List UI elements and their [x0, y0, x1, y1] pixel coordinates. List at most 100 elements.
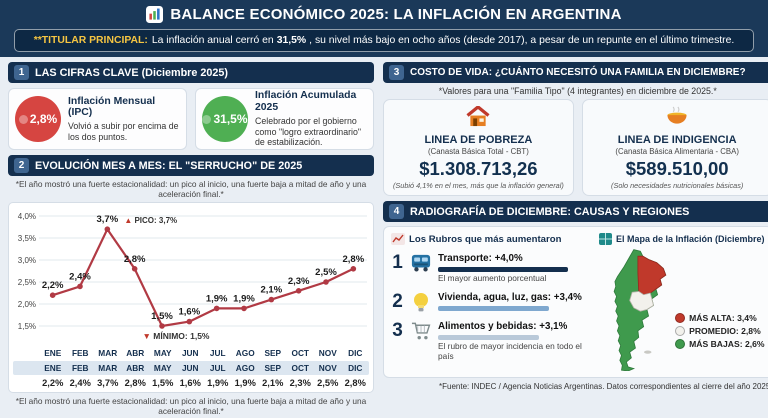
rubro-label: Vivienda, agua, luz, gas: +3,4%	[438, 291, 582, 303]
svg-text:1,6%: 1,6%	[179, 307, 201, 318]
rubros-header: Los Rubros que más aumentaron	[391, 233, 593, 245]
section-4-number-badge: 4	[389, 204, 404, 219]
key-figures-row: 2,8% Inflación Mensual (IPC) Volvió a su…	[8, 88, 374, 150]
axis-month-label: SEP	[264, 348, 282, 358]
map-column: El Mapa de la Inflación (Diciembre) MÁS …	[599, 233, 765, 372]
trend-line-icon	[391, 233, 405, 245]
table-value-cell: 3,7%	[97, 377, 119, 388]
rubro-bar	[438, 305, 549, 311]
month-table-header: ENE FEB MAR ABR MAY JUN JUL AGO SEP OCT NOV DIC	[13, 361, 369, 375]
svg-text:2,4%: 2,4%	[69, 271, 91, 282]
rubro-item: 3 Alimentos y bebidas: +3,1% El rubro de m…	[391, 321, 593, 362]
map-legend: MÁS ALTA: 3,4% PROMEDIO: 2,8% MÁS BAJAS: 2…	[675, 310, 765, 349]
map-icon	[599, 233, 612, 245]
rubro-bar	[438, 267, 568, 272]
rubro-item: 1 Transporte: +4,0% El mayor aumento porce…	[391, 253, 593, 284]
headline-text-after: , su nivel más bajo en ocho años (desde …	[309, 35, 735, 46]
axis-month-label: ENE	[44, 348, 62, 358]
page-title: BALANCE ECONÓMICO 2025: LA INFLACIÓN EN …	[170, 5, 622, 23]
svg-text:3,7%: 3,7%	[97, 214, 119, 225]
section-2-header: 2 EVOLUCIÓN MES A MES: EL "SERRUCHO" DE …	[8, 155, 374, 176]
seasonality-footnote-bottom: *El año mostró una fuerte estacionalidad…	[15, 396, 367, 416]
svg-text:▼ MÍNIMO: 1,5%: ▼ MÍNIMO: 1,5%	[143, 331, 210, 341]
svg-text:2,5%: 2,5%	[18, 278, 36, 287]
svg-text:1,5%: 1,5%	[18, 322, 36, 331]
section-4-header: 4 RADIOGRAFÍA DE DICIEMBRE: CAUSAS Y REG…	[383, 201, 768, 222]
section-3-title: COSTO DE VIDA: ¿CUÁNTO NECESITÓ UNA FAMI…	[410, 67, 746, 78]
axis-month-label: FEB	[71, 348, 89, 358]
table-value-cell: 2,4%	[69, 377, 91, 388]
axis-month-label: OCT	[291, 348, 309, 358]
rubros-column: Los Rubros que más aumentaron 1 Transport…	[391, 233, 593, 371]
section-1-number-badge: 1	[14, 65, 29, 80]
cost-cards-row: LINEA DE POBREZA (Canasta Básica Total -…	[383, 99, 768, 196]
main-content: 1 LAS CIFRAS CLAVE (Diciembre 2025) 2,8%…	[0, 57, 768, 418]
section-1-title: LAS CIFRAS CLAVE (Diciembre 2025)	[35, 66, 228, 79]
table-month-cell: JUL	[209, 363, 226, 373]
rubro-label: Transporte: +4,0%	[438, 253, 523, 264]
headline-text-before: La inflación anual cerró en	[151, 35, 274, 46]
table-value-cell: 1,6%	[179, 377, 201, 388]
table-month-cell: ABR	[126, 363, 145, 373]
poverty-line-note: (Subió 4,1% en el mes, más que la inflac…	[393, 181, 564, 190]
monthly-inflation-title: Inflación Mensual (IPC)	[68, 95, 156, 119]
bar-chart-logo-icon	[146, 5, 164, 23]
rubro-desc: El mayor aumento porcentual	[438, 273, 547, 283]
poverty-line-value: $1.308.713,26	[419, 158, 538, 179]
rubros-header-label: Los Rubros que más aumentaron	[409, 233, 562, 245]
axis-month-label: AGO	[235, 348, 255, 358]
table-month-cell: MAY	[153, 363, 172, 373]
table-value-cell: 1,9%	[207, 377, 229, 388]
month-table-values: 2,2% 2,4% 3,7% 2,8% 1,5% 1,6% 1,9% 1,9% 2,1% 2,3%…	[13, 375, 369, 390]
house-icon	[466, 104, 490, 127]
right-column: 3 COSTO DE VIDA: ¿CUÁNTO NECESITÓ UNA FA…	[383, 62, 768, 414]
legend-dot-icon	[675, 339, 686, 349]
section-1-header: 1 LAS CIFRAS CLAVE (Diciembre 2025)	[8, 62, 374, 83]
soup-icon	[667, 106, 687, 124]
axis-month-label: JUN	[181, 348, 199, 358]
table-value-cell: 2,8%	[344, 377, 366, 388]
svg-text:2,1%: 2,1%	[261, 285, 283, 296]
causes-regions-card: Los Rubros que más aumentaron 1 Transport…	[383, 226, 768, 378]
cart-icon	[410, 321, 432, 341]
table-month-cell: OCT	[291, 363, 309, 373]
legend-row: MÁS ALTA: 3,4%	[675, 313, 764, 323]
poverty-line-title: LINEA DE POBREZA	[424, 134, 533, 146]
bulb-icon	[410, 292, 432, 313]
monthly-inflation-card: 2,8% Inflación Mensual (IPC) Volvió a su…	[8, 88, 187, 150]
section-2-title: EVOLUCIÓN MES A MES: EL "SERRUCHO" DE 20…	[35, 159, 303, 172]
legend-row: PROMEDIO: 2,8%	[675, 326, 764, 336]
rubro-label: Alimentos y bebidas: +3,1%	[438, 320, 568, 332]
table-month-cell: DIC	[348, 363, 363, 373]
accumulated-inflation-card: 31,5% Inflación Acumulada 2025 Celebrado…	[195, 88, 374, 150]
axis-month-label: MAY	[153, 348, 172, 358]
svg-text:3,5%: 3,5%	[18, 234, 36, 243]
svg-text:4,0%: 4,0%	[18, 212, 36, 221]
headline-label: **TITULAR PRINCIPAL:	[33, 35, 148, 46]
map-region-avg	[629, 291, 654, 312]
left-column: 1 LAS CIFRAS CLAVE (Diciembre 2025) 2,8%…	[8, 62, 374, 416]
family-note: *Valores para una "Familia Tipo" (4 inte…	[438, 86, 717, 96]
inflation-line-chart-card: 1,5% 2,0% 2,5% 3,0% 3,5% 4,0% 2,2% 2,4% 3,7% 2,8%…	[8, 202, 374, 393]
headline-highlight: 31,5%	[276, 35, 307, 46]
accumulated-inflation-title: Inflación Acumulada 2025	[255, 90, 357, 114]
svg-text:1,5%: 1,5%	[151, 311, 173, 322]
rubros-list: 1 Transporte: +4,0% El mayor aumento porce…	[391, 253, 593, 362]
legend-row: MÁS BAJAS: 2,6%	[675, 339, 765, 349]
indigence-line-card: LINEA DE INDIGENCIA (Canasta Básica Alim…	[581, 99, 768, 196]
table-month-cell: MAR	[98, 363, 118, 373]
table-value-cell: 2,3%	[289, 377, 311, 388]
poverty-line-card: LINEA DE POBREZA (Canasta Básica Total -…	[383, 99, 574, 196]
accumulated-inflation-desc: Celebrado por el gobierno como "logro ex…	[255, 116, 361, 148]
bus-icon	[410, 253, 432, 273]
monthly-inflation-value: 2,8%	[29, 112, 58, 126]
axis-month-label: DIC	[348, 348, 363, 358]
legend-dot-icon	[675, 326, 686, 336]
table-month-cell: SEP	[264, 363, 282, 373]
chart-x-axis: ENE FEB MAR ABR MAY JUN JUL AGO SEP OCT NOV DIC	[13, 347, 369, 359]
svg-text:2,3%: 2,3%	[288, 276, 310, 287]
table-month-cell: JUN	[181, 363, 199, 373]
table-value-cell: 1,9%	[234, 377, 256, 388]
axis-month-label: MAR	[98, 348, 118, 358]
